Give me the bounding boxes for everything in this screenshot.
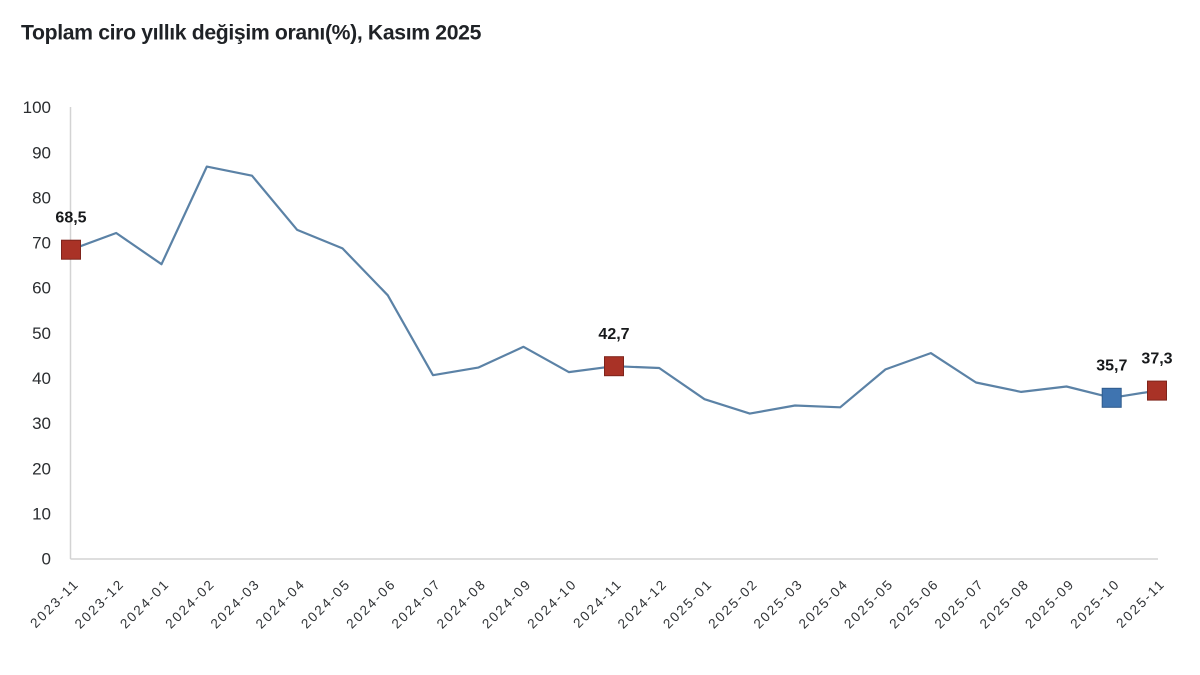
svg-text:90: 90 [32,143,51,162]
svg-text:Toplam ciro yıllık değişim ora: Toplam ciro yıllık değişim oranı(%), Kas… [21,22,482,45]
svg-text:40: 40 [32,369,51,388]
svg-text:35,7: 35,7 [1096,358,1127,375]
svg-text:60: 60 [32,279,51,298]
svg-text:37,3: 37,3 [1141,350,1172,367]
svg-text:10: 10 [32,505,51,524]
svg-text:80: 80 [32,188,51,207]
svg-text:70: 70 [32,234,51,253]
svg-text:20: 20 [32,459,51,478]
svg-text:100: 100 [23,98,51,117]
svg-text:42,7: 42,7 [598,326,629,343]
svg-text:68,5: 68,5 [55,210,86,227]
svg-text:30: 30 [32,414,51,433]
svg-text:50: 50 [32,324,51,343]
svg-text:0: 0 [42,550,51,569]
